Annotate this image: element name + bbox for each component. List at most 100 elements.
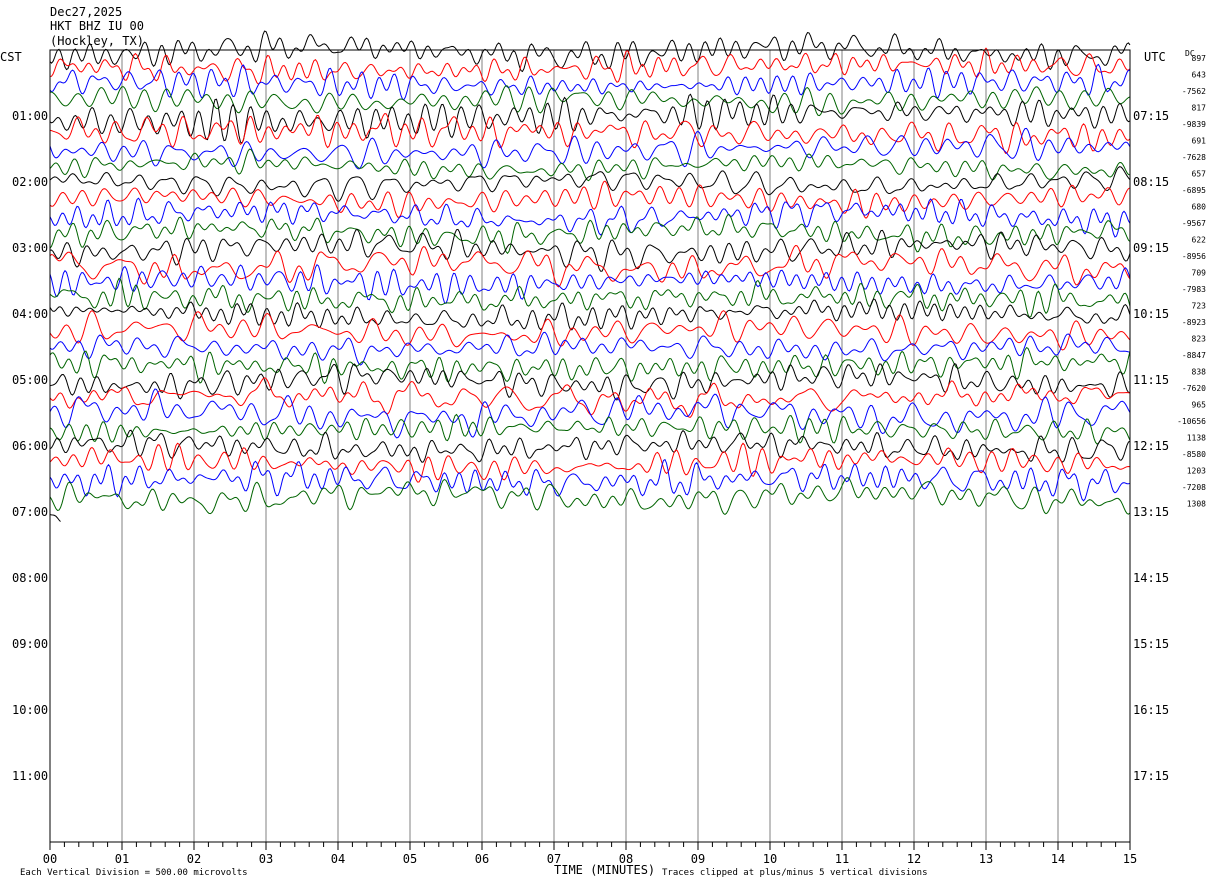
left-hour-label: 06:00 — [12, 439, 48, 453]
dc-header-label: DC — [1185, 49, 1195, 58]
x-tick-label-00: 00 — [43, 852, 57, 866]
right-hour-label: 10:15 — [1133, 307, 1169, 321]
x-tick-label-05: 05 — [403, 852, 417, 866]
dc-offset-labels: 897 643 -7562 817 -9839 691 -7628 657 -6895 680 -9… — [1177, 54, 1206, 509]
dc-offset-label: -7562 — [1182, 87, 1206, 96]
trace-row-15 — [49, 277, 1131, 319]
header-date: Dec27,2025 — [50, 5, 123, 19]
dc-offset-label: 965 — [1192, 401, 1207, 410]
dc-offset-label: 823 — [1192, 335, 1207, 344]
trace-row-0 — [49, 30, 1131, 73]
trace-row-11 — [49, 213, 1131, 255]
right-hour-label: 15:15 — [1133, 637, 1169, 651]
dc-offset-label: -7620 — [1182, 384, 1206, 393]
right-hour-labels: 07:15 08:15 09:15 10:15 11:15 12:15 13:15 14:15… — [1133, 109, 1169, 783]
left-hour-label: 07:00 — [12, 505, 48, 519]
right-timezone-label: UTC — [1144, 50, 1166, 64]
x-tick-label-15: 15 — [1123, 852, 1137, 866]
right-hour-label: 17:15 — [1133, 769, 1169, 783]
left-hour-label: 09:00 — [12, 637, 48, 651]
trace-row-3 — [50, 85, 1131, 117]
trace-row-17 — [49, 310, 1131, 351]
right-hour-label: 09:15 — [1133, 241, 1169, 255]
dc-offset-label: 691 — [1192, 137, 1207, 146]
dc-offset-label: 1203 — [1187, 467, 1206, 476]
x-tick-label-07: 07 — [547, 852, 561, 866]
dc-offset-label: 709 — [1192, 269, 1207, 278]
header-station: HKT BHZ IU 00 — [50, 19, 144, 33]
clip-note: Traces clipped at plus/minus 5 vertical … — [662, 868, 928, 878]
grid-lines — [121, 50, 1059, 842]
x-tick-label-13: 13 — [979, 852, 993, 866]
trace-row-2 — [49, 63, 1131, 101]
dc-offset-label: 838 — [1192, 368, 1207, 377]
trace-row-7 — [49, 148, 1131, 182]
scale-note: Each Vertical Division = 500.00 microvol… — [20, 868, 248, 878]
x-tick-label-06: 06 — [475, 852, 489, 866]
x-tick-label-12: 12 — [907, 852, 921, 866]
dc-offset-label: -8847 — [1182, 351, 1206, 360]
dc-offset-label: -7208 — [1182, 483, 1206, 492]
trace-row-20 — [49, 362, 1130, 401]
left-timezone-label: CST — [0, 50, 22, 64]
trace-row-1 — [49, 47, 1131, 85]
dc-offset-label: 1138 — [1187, 434, 1206, 443]
seismic-traces — [49, 30, 1131, 522]
x-tick-label-14: 14 — [1051, 852, 1065, 866]
dc-offset-label: -8923 — [1182, 318, 1206, 327]
x-axis-ticks — [49, 842, 1131, 850]
trace-row-13 — [49, 244, 1131, 288]
left-hour-label: 02:00 — [12, 175, 48, 189]
trace-row-28 — [49, 514, 61, 522]
dc-offset-label: 643 — [1192, 71, 1207, 80]
dc-offset-label: -8580 — [1182, 450, 1206, 459]
dc-offset-label: -10656 — [1177, 417, 1206, 426]
trace-row-19 — [49, 346, 1131, 385]
left-hour-labels: 01:00 02:00 03:00 04:00 05:00 06:00 07:00 08:00… — [12, 109, 48, 783]
right-hour-label: 13:15 — [1133, 505, 1169, 519]
dc-offset-label: -7983 — [1182, 285, 1206, 294]
plot-frame — [49, 49, 1131, 843]
left-hour-label: 04:00 — [12, 307, 48, 321]
trace-row-26 — [49, 458, 1131, 502]
dc-offset-label: 1308 — [1187, 500, 1206, 509]
trace-row-12 — [49, 228, 1131, 272]
trace-row-10 — [49, 197, 1131, 238]
dc-offset-label: 897 — [1192, 54, 1207, 63]
header-location: (Hockley, TX) — [50, 34, 144, 48]
trace-row-4 — [49, 93, 1131, 144]
left-hour-label: 05:00 — [12, 373, 48, 387]
trace-row-9 — [49, 180, 1131, 219]
trace-row-18 — [49, 331, 1131, 366]
dc-offset-label: 680 — [1192, 203, 1207, 212]
x-tick-label-09: 09 — [691, 852, 705, 866]
dc-offset-label: -8956 — [1182, 252, 1206, 261]
x-tick-label-01: 01 — [115, 852, 129, 866]
x-axis-title: TIME (MINUTES) — [554, 863, 656, 877]
trace-row-22 — [49, 388, 1131, 439]
dc-offset-label: -7628 — [1182, 153, 1206, 162]
x-tick-label-03: 03 — [259, 852, 273, 866]
dc-offset-label: 622 — [1192, 236, 1207, 245]
dc-offset-label: 657 — [1192, 170, 1207, 179]
right-hour-label: 16:15 — [1133, 703, 1169, 717]
dc-offset-label: -9839 — [1182, 120, 1206, 129]
dc-offset-label: 817 — [1192, 104, 1207, 113]
x-tick-label-08: 08 — [619, 852, 633, 866]
x-tick-label-02: 02 — [187, 852, 201, 866]
x-tick-label-11: 11 — [835, 852, 849, 866]
trace-row-5 — [49, 113, 1131, 154]
right-hour-label: 07:15 — [1133, 109, 1169, 123]
trace-row-21 — [49, 377, 1131, 418]
dc-offset-label: -6895 — [1182, 186, 1206, 195]
right-hour-label: 12:15 — [1133, 439, 1169, 453]
left-hour-label: 03:00 — [12, 241, 48, 255]
x-axis-tick-labels: 00 01 02 03 04 05 06 07 08 09 10 11 12 13 14 15 — [43, 852, 1137, 866]
trace-row-23 — [49, 413, 1131, 445]
right-hour-label: 11:15 — [1133, 373, 1169, 387]
left-hour-label: 08:00 — [12, 571, 48, 585]
dc-offset-label: 723 — [1192, 302, 1207, 311]
right-hour-label: 08:15 — [1133, 175, 1169, 189]
x-tick-label-04: 04 — [331, 852, 345, 866]
